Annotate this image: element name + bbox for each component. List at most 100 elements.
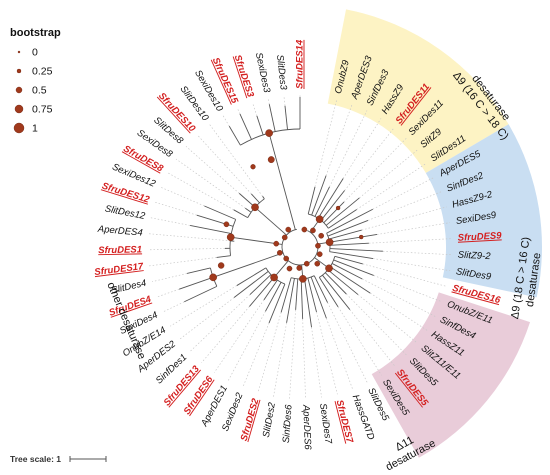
branch-tip [265, 282, 282, 312]
guide-line [311, 327, 322, 398]
guide-line [175, 158, 246, 209]
clade-bands [327, 9, 542, 458]
branch-tip [233, 270, 269, 298]
bootstrap-node [217, 262, 225, 269]
guide-line [151, 273, 188, 283]
branch-tip [331, 263, 363, 280]
branch-tip [304, 278, 312, 328]
bootstrap-node [273, 240, 280, 247]
tip-label: AperDES6 [300, 404, 313, 451]
guide-line [367, 191, 442, 221]
guide-line [222, 115, 230, 127]
tip-label: SfruDES17 [94, 261, 145, 278]
branch-tip [318, 277, 339, 308]
guide-line [257, 312, 282, 394]
bootstrap-legend: bootstrap 0 0.25 0.5 0.75 1 [10, 27, 61, 135]
guide-line [342, 118, 382, 179]
tip-label: SlitDes3 [274, 54, 289, 91]
tip-label: SfruDES9 [457, 230, 502, 243]
guide-line [162, 301, 185, 313]
branch-tip [245, 207, 252, 213]
guide-line [362, 278, 436, 317]
bootstrap-node [303, 260, 310, 267]
legend-swatch [15, 86, 23, 94]
branch-stem [213, 252, 284, 278]
legend-label: 0.75 [32, 104, 53, 116]
guide-line [373, 275, 442, 303]
guide-line [370, 292, 428, 331]
branch-stem [268, 132, 296, 230]
legend-label: 0.25 [32, 66, 53, 78]
branch-tip [310, 276, 327, 319]
branch-tip [249, 277, 275, 307]
branch-tip [295, 278, 299, 310]
branch-tip [268, 104, 276, 132]
branch-tip [313, 275, 328, 303]
guide-line [267, 98, 270, 105]
branch-tip [233, 209, 248, 219]
branch-tip [329, 234, 378, 243]
branch-tip [324, 272, 347, 295]
branch-tip [300, 278, 304, 319]
branch-tip [251, 193, 260, 204]
clade-band-d9-18-16 [425, 124, 542, 298]
bootstrap-node [299, 275, 307, 283]
branch-tip [334, 255, 363, 265]
bootstrap-node [283, 255, 290, 262]
legend-label: 0.5 [32, 85, 47, 97]
branch-tip [228, 125, 241, 146]
bootstrap-node [296, 265, 303, 271]
bootstrap-node [286, 265, 293, 272]
tip-label: SfruDES1 [98, 244, 142, 256]
branch-tip [307, 277, 317, 313]
guide-line [167, 172, 234, 211]
guide-line [170, 285, 238, 327]
tip-label: AperDES4 [96, 224, 143, 239]
guide-line [382, 250, 452, 256]
guide-line [314, 99, 338, 187]
guide-line [362, 263, 447, 287]
bootstrap-node [226, 233, 235, 241]
guide-line [356, 162, 427, 210]
guide-line [150, 217, 191, 226]
bootstrap-node [315, 215, 324, 224]
bootstrap-node [265, 129, 273, 137]
branch-tip [320, 190, 345, 221]
branch-tip [311, 175, 327, 216]
bootstrap-node [285, 226, 292, 233]
branch-tip [323, 201, 345, 224]
guide-line [189, 294, 251, 352]
bootstrap-node [316, 251, 323, 257]
guide-line [273, 322, 287, 397]
bootstrap-node [267, 156, 275, 164]
branch-tip [190, 225, 232, 234]
guide-line [252, 102, 258, 117]
bootstrap-node [325, 238, 334, 246]
guide-line [160, 186, 205, 207]
branch-tip [326, 208, 373, 234]
branch-tip [239, 113, 252, 140]
branch-tip [317, 178, 344, 219]
guide-line [237, 108, 241, 115]
tip-label: SexiDes7 [317, 403, 334, 446]
bootstrap-node [250, 164, 256, 170]
branch-tip [327, 269, 359, 295]
branch-tip [329, 266, 371, 294]
guide-line [326, 318, 354, 390]
branch-tip [329, 251, 374, 259]
branch-tip [186, 267, 211, 274]
legend-swatch [16, 68, 22, 74]
branch-tip [204, 205, 236, 220]
branch-tip [327, 219, 369, 237]
bootstrap-nodes [209, 129, 364, 283]
tip-label: SlitZ9-2 [458, 250, 492, 263]
guide-line [156, 288, 180, 298]
tip-label: SlitDes2 [261, 401, 278, 438]
tip-label: SfruDES7 [334, 399, 356, 445]
bootstrap-node [314, 260, 321, 267]
branch-tip [329, 242, 369, 246]
branch-tip [179, 276, 214, 290]
bootstrap-node [251, 203, 259, 212]
guide-line [357, 294, 418, 344]
